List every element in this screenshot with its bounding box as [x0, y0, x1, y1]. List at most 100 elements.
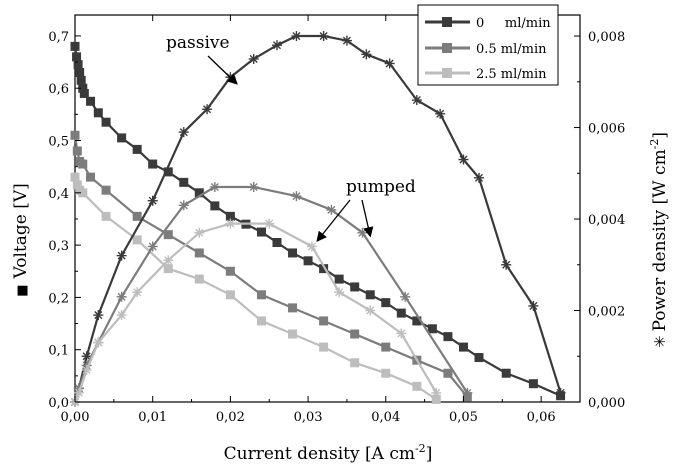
star-stroke — [327, 205, 336, 214]
series-line — [73, 34, 562, 403]
data-point — [73, 387, 84, 398]
data-point — [81, 364, 92, 375]
annotation-passive: passive — [166, 33, 230, 53]
data-point — [163, 167, 173, 177]
data-point — [163, 264, 173, 274]
data-point — [365, 290, 375, 300]
data-point — [179, 177, 189, 187]
star-stroke — [226, 219, 235, 228]
data-point — [474, 172, 484, 183]
annotation-passive-arrow — [207, 55, 238, 85]
data-point — [132, 144, 142, 154]
star-stroke — [94, 338, 103, 347]
series-1 — [70, 130, 472, 402]
data-point — [306, 241, 317, 252]
data-point — [194, 227, 205, 238]
star-stroke — [502, 260, 511, 269]
data-point — [248, 53, 259, 64]
star-stroke — [307, 242, 316, 251]
data-point — [225, 218, 236, 229]
data-point — [225, 266, 235, 276]
annotation-pumped-arrow-right — [361, 199, 374, 238]
data-point — [132, 211, 142, 221]
star-stroke — [432, 388, 441, 397]
data-point — [78, 188, 88, 198]
data-point — [381, 342, 391, 352]
data-point — [101, 211, 111, 221]
data-point — [163, 230, 173, 240]
y-left-tick-label: 0,4 — [48, 187, 69, 202]
data-point — [225, 211, 235, 221]
star-stroke — [117, 292, 126, 301]
x-axis-title: Current density [A cm-2] — [224, 442, 433, 464]
star-stroke — [164, 256, 173, 265]
series-line — [73, 46, 562, 397]
data-point — [93, 310, 104, 321]
data-point — [431, 394, 441, 404]
data-point — [86, 96, 96, 106]
star-stroke — [401, 292, 410, 301]
data-point — [202, 104, 213, 115]
star-stroke — [265, 219, 274, 228]
legend-item-1: 0.5 ml/min — [425, 42, 547, 57]
legend-label-0: 0 ml/min — [476, 16, 551, 31]
star-stroke — [272, 41, 282, 50]
data-point — [458, 342, 468, 352]
data-point — [341, 35, 352, 46]
y-right-tick-label: 0,004 — [588, 213, 625, 228]
star-stroke — [385, 59, 394, 68]
data-point — [194, 248, 204, 258]
star-stroke — [195, 228, 204, 237]
data-point — [361, 49, 372, 60]
data-point — [458, 154, 469, 165]
y-right-axis-title: ✳Power density [W cm-2] — [648, 132, 670, 348]
data-point — [178, 127, 189, 138]
data-point — [288, 248, 298, 258]
data-point — [318, 31, 329, 42]
star-stroke — [342, 36, 351, 45]
star-stroke — [148, 196, 157, 205]
data-point — [555, 387, 566, 398]
x-tick-label: 0,01 — [138, 410, 167, 425]
data-point — [264, 218, 275, 229]
legend-item-0: 0 ml/min — [425, 16, 551, 31]
data-point — [412, 316, 422, 326]
y-left-tick-label: 0,2 — [48, 291, 69, 306]
data-point — [272, 40, 282, 51]
data-point — [291, 31, 302, 42]
data-point — [396, 328, 407, 339]
annotation-pumped-arrow-left — [316, 199, 351, 243]
series-line — [73, 135, 469, 398]
data-point — [384, 58, 395, 69]
y-left-tick-label: 0,3 — [48, 239, 69, 254]
data-point — [528, 379, 538, 389]
series-layer — [70, 31, 566, 407]
star-stroke — [148, 242, 157, 251]
series-4 — [70, 182, 473, 407]
star-stroke — [117, 251, 126, 260]
data-point — [474, 353, 484, 363]
data-point — [412, 381, 422, 391]
star-stroke — [436, 109, 445, 118]
legend: 0 ml/min 0.5 ml/min 2.5 ml/min — [417, 4, 559, 86]
data-point — [73, 60, 83, 70]
y-right-tick-label: 0,002 — [588, 305, 625, 320]
y-right-tick-label: 0,006 — [588, 122, 625, 137]
star-stroke — [556, 388, 565, 397]
data-point — [248, 182, 259, 192]
data-point — [76, 75, 86, 85]
series-5 — [70, 218, 442, 407]
star-stroke — [474, 173, 484, 182]
data-point — [411, 95, 422, 106]
series-3 — [70, 31, 566, 407]
star-stroke — [82, 365, 91, 375]
data-point — [435, 108, 446, 119]
y-right-tick-label: 0,000 — [588, 396, 625, 411]
data-point — [350, 282, 360, 292]
x-tick-label: 0,06 — [527, 410, 556, 425]
star-stroke — [210, 182, 219, 192]
y-right-tick-label: 0,008 — [588, 30, 625, 45]
data-point — [147, 241, 158, 252]
data-point — [334, 287, 345, 298]
star-stroke — [292, 32, 301, 41]
